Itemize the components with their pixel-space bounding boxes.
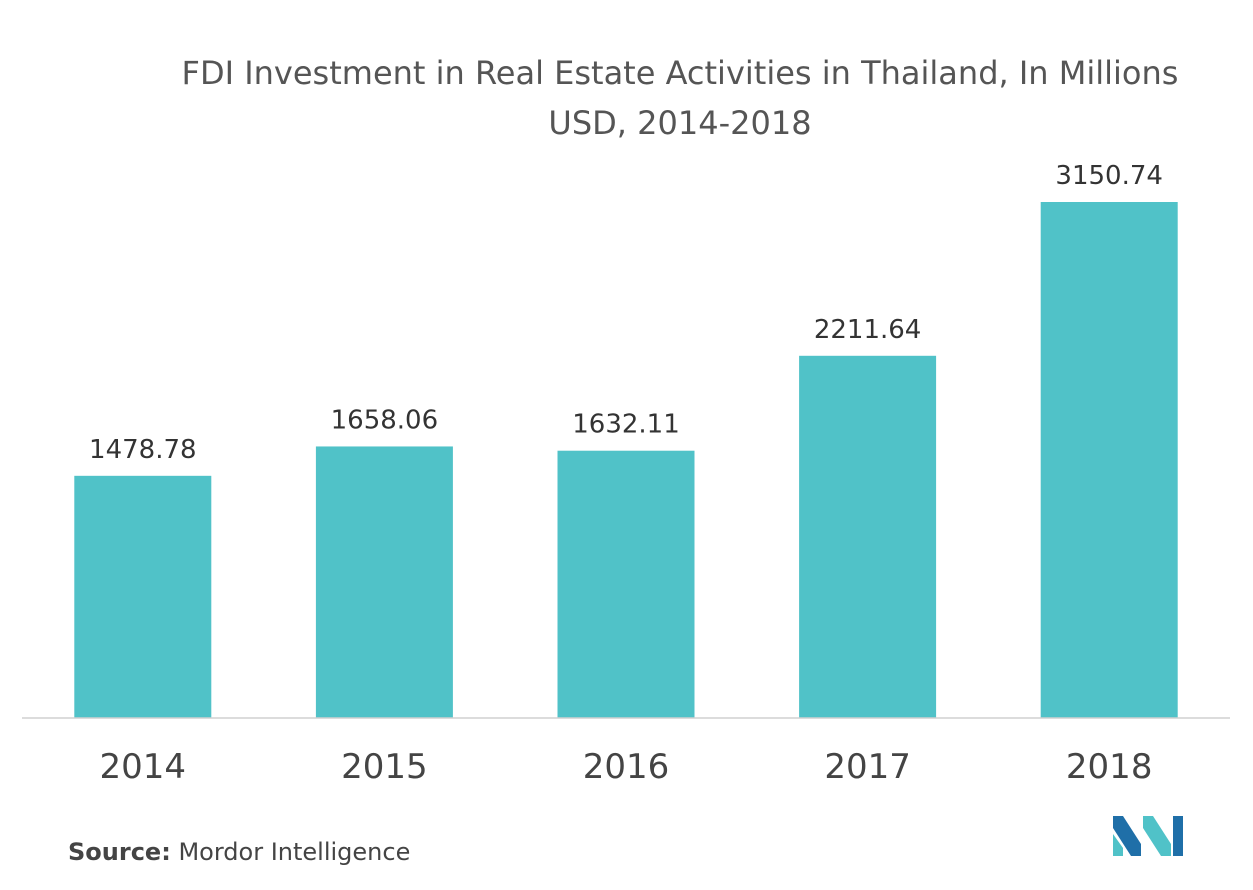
logo-shape-1 [1113,816,1141,856]
x-tick-label-2016: 2016 [583,747,670,787]
value-label-2015: 1658.06 [331,405,439,435]
bar-2014 [74,475,212,718]
value-labels-group: 1478.78 1658.06 1632.11 2211.64 3150.74 [89,161,1163,465]
logo-shape-3 [1143,816,1171,856]
bar-2015 [315,446,453,718]
x-tick-label-2014: 2014 [100,747,187,787]
mordor-intelligence-logo-icon [1113,816,1183,856]
source-text: Mordor Intelligence [178,838,411,866]
x-tick-label-2017: 2017 [824,747,911,787]
x-tick-label-2018: 2018 [1066,747,1153,787]
bar-2017 [799,355,937,718]
logo-shape-2 [1113,834,1123,856]
bars-group [74,202,1178,718]
x-tick-labels-group: 2014 2015 2016 2017 2018 [100,747,1153,787]
value-label-2017: 2211.64 [814,315,922,345]
value-label-2018: 3150.74 [1055,161,1163,191]
value-label-2014: 1478.78 [89,435,197,465]
source-note: Source: Mordor Intelligence [68,838,410,866]
value-label-2016: 1632.11 [572,410,680,440]
bar-2016 [557,450,695,718]
x-tick-label-2015: 2015 [341,747,428,787]
chart-title: FDI Investment in Real Estate Activities… [181,54,1179,142]
source-label: Source: [68,838,171,866]
logo-shape-4 [1173,816,1183,856]
bar-2018 [1040,202,1178,718]
